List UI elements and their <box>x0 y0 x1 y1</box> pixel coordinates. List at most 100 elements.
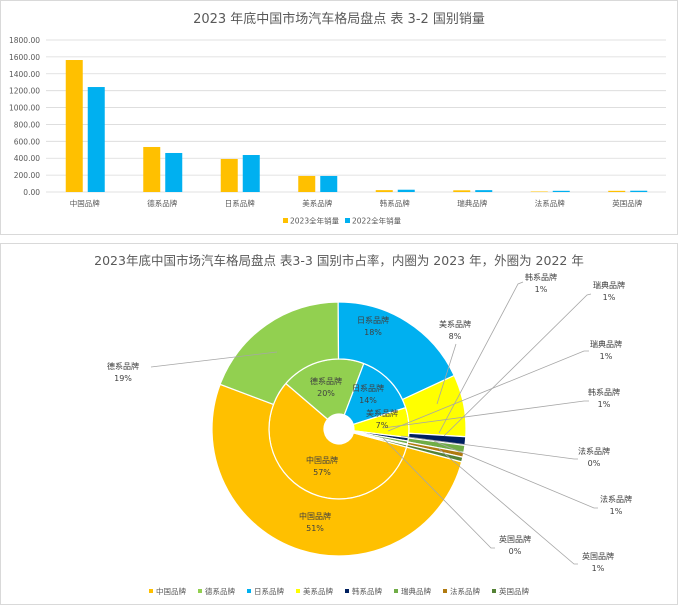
slice-outer-中国品牌 <box>211 383 463 557</box>
bar-2023全年销量-法系品牌 <box>530 191 548 192</box>
data-label-name: 美系品牌 <box>366 408 398 418</box>
bar-2023全年销量-美系品牌 <box>298 175 316 192</box>
data-label-percent: 0% <box>509 547 522 556</box>
data-label-name: 英国品牌 <box>582 551 614 561</box>
legend-label: 日系品牌 <box>254 586 284 596</box>
legend-swatch <box>345 218 350 223</box>
leader-line <box>436 343 457 405</box>
legend-swatch <box>443 589 447 593</box>
legend-swatch <box>198 589 202 593</box>
data-label-name: 日系品牌 <box>352 383 384 393</box>
data-label-name: 日系品牌 <box>357 315 389 325</box>
legend-label: 2023全年销量 <box>290 216 340 226</box>
x-tick-label: 法系品牌 <box>535 198 565 208</box>
bar-chart: 2023 年底中国市场汽车格局盘点 表 3-2 国别销量 0.00 200.00 4… <box>9 11 666 226</box>
data-label-name: 中国品牌 <box>299 511 331 521</box>
leader-line <box>438 281 524 434</box>
y-tick-label: 400.00 <box>14 154 40 163</box>
bar-2023全年销量-韩系品牌 <box>375 190 393 192</box>
leader-line <box>382 400 589 429</box>
bar-2022全年销量-法系品牌 <box>552 190 570 192</box>
data-label-name: 瑞典品牌 <box>590 339 622 349</box>
x-tick-label: 瑞典品牌 <box>457 198 487 208</box>
bar-2023全年销量-中国品牌 <box>65 60 83 192</box>
y-tick-label: 600.00 <box>14 137 40 146</box>
legend-label: 2022全年销量 <box>352 216 402 226</box>
legend-swatch <box>149 589 153 593</box>
data-label-percent: 0% <box>588 459 601 468</box>
y-tick-label: 1000.00 <box>9 104 40 113</box>
leader-line <box>443 293 592 437</box>
data-label-percent: 1% <box>535 285 548 294</box>
legend-swatch <box>394 589 398 593</box>
x-tick-label: 美系品牌 <box>302 198 332 208</box>
data-label-percent: 1% <box>598 400 611 409</box>
legend-label: 中国品牌 <box>156 586 186 596</box>
y-tick-label: 1200.00 <box>9 87 40 96</box>
bar-2022全年销量-韩系品牌 <box>397 189 415 192</box>
data-label-name: 韩系品牌 <box>588 387 620 397</box>
pie-chart-panel: 2023年底中国市场汽车格局盘点 表3-3 国别市占率，内圈为 2023 年，外… <box>0 243 678 605</box>
leader-line <box>437 447 578 565</box>
data-label-percent: 1% <box>600 352 613 361</box>
data-label-name: 法系品牌 <box>600 494 632 504</box>
leader-line <box>400 435 578 460</box>
bar-2022全年销量-美系品牌 <box>320 175 338 192</box>
data-label-percent: 51% <box>306 524 324 533</box>
data-label-name: 法系品牌 <box>578 446 610 456</box>
data-label-percent: 1% <box>603 293 616 302</box>
bar-2022全年销量-日系品牌 <box>242 155 260 192</box>
legend-label: 法系品牌 <box>450 586 480 596</box>
bar-2022全年销量-英国品牌 <box>630 190 648 192</box>
leader-line <box>382 437 495 549</box>
pie-chart: 2023年底中国市场汽车格局盘点 表3-3 国别市占率，内圈为 2023 年，外… <box>94 253 632 596</box>
bar-2023全年销量-英国品牌 <box>608 190 626 192</box>
data-label-name: 中国品牌 <box>306 455 338 465</box>
legend-swatch <box>247 589 251 593</box>
legend-label: 瑞典品牌 <box>401 586 431 596</box>
data-label-percent: 1% <box>610 507 623 516</box>
legend-label: 韩系品牌 <box>352 586 382 596</box>
bar-2023全年销量-瑞典品牌 <box>453 190 471 192</box>
data-label-percent: 19% <box>114 374 132 383</box>
data-label-percent: 8% <box>449 332 462 341</box>
y-tick-label: 1800.00 <box>9 36 40 45</box>
data-label-percent: 57% <box>313 468 331 477</box>
x-tick-label: 英国品牌 <box>612 198 642 208</box>
data-label-percent: 7% <box>376 421 389 430</box>
legend-label: 德系品牌 <box>205 586 235 596</box>
y-tick-label: 200.00 <box>14 171 40 180</box>
legend-swatch <box>492 589 496 593</box>
data-label-name: 英国品牌 <box>499 534 531 544</box>
y-tick-label: 800.00 <box>14 120 40 129</box>
x-tick-label: 日系品牌 <box>225 198 255 208</box>
legend-swatch <box>296 589 300 593</box>
data-label-name: 德系品牌 <box>310 376 342 386</box>
data-label-percent: 1% <box>592 564 605 573</box>
data-label-name: 瑞典品牌 <box>593 280 625 290</box>
y-tick-label: 0.00 <box>23 188 40 197</box>
legend-swatch <box>283 218 288 223</box>
x-tick-label: 韩系品牌 <box>380 198 410 208</box>
legend-swatch <box>345 589 349 593</box>
y-tick-label: 1400.00 <box>9 70 40 79</box>
pie-chart-title: 2023年底中国市场汽车格局盘点 表3-3 国别市占率，内圈为 2023 年，外… <box>94 253 584 268</box>
data-label-name: 德系品牌 <box>107 361 139 371</box>
y-tick-label: 1600.00 <box>9 53 40 62</box>
bar-chart-panel: 2023 年底中国市场汽车格局盘点 表 3-2 国别销量 0.00 200.00 4… <box>0 0 678 235</box>
leader-line <box>387 350 589 432</box>
x-tick-label: 中国品牌 <box>70 198 100 208</box>
leader-line <box>150 351 278 368</box>
bar-2023全年销量-德系品牌 <box>143 146 161 192</box>
data-label-percent: 14% <box>359 396 377 405</box>
bar-2022全年销量-德系品牌 <box>165 152 183 192</box>
bar-2022全年销量-中国品牌 <box>87 87 105 192</box>
data-label-name: 韩系品牌 <box>525 272 557 282</box>
bar-2023全年销量-日系品牌 <box>220 158 238 192</box>
data-label-percent: 20% <box>317 389 335 398</box>
bar-chart-title: 2023 年底中国市场汽车格局盘点 表 3-2 国别销量 <box>193 11 485 27</box>
legend-label: 英国品牌 <box>499 586 529 596</box>
x-tick-label: 德系品牌 <box>147 198 177 208</box>
bar-2022全年销量-瑞典品牌 <box>475 190 493 192</box>
